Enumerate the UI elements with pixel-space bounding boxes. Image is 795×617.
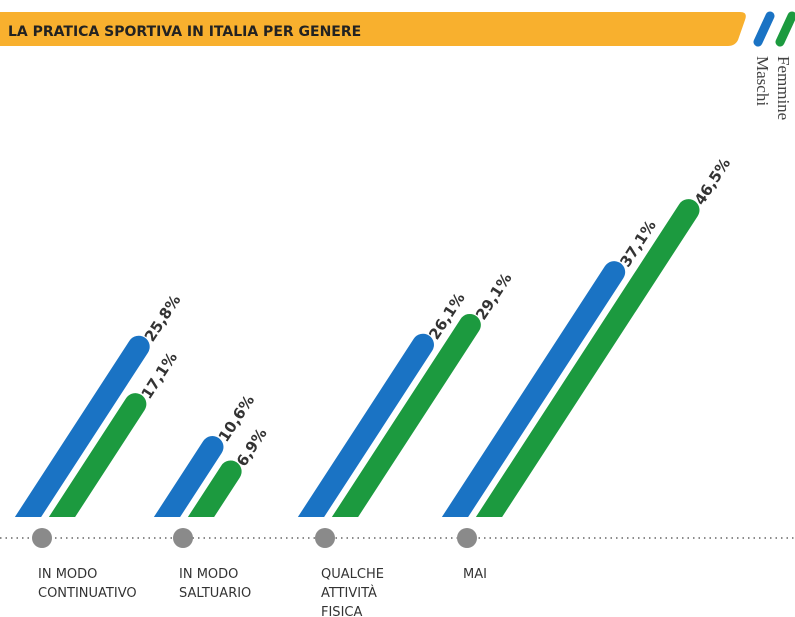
x-tick-label: MAI xyxy=(463,567,487,582)
bar xyxy=(331,313,481,517)
x-tick-label: ATTIVITÀ xyxy=(321,585,377,601)
x-tick-label: IN MODO xyxy=(38,567,97,582)
bars xyxy=(14,199,700,517)
category-dot xyxy=(315,528,335,548)
x-tick-label: IN MODO xyxy=(179,567,238,582)
category-dot xyxy=(32,528,52,548)
bar xyxy=(48,393,147,517)
chart-title: LA PRATICA SPORTIVA IN ITALIA PER GENERE xyxy=(8,24,361,40)
legend-swatch xyxy=(775,11,795,47)
title-band xyxy=(0,12,746,46)
legend-swatch xyxy=(753,11,775,47)
value-label: 46,5% xyxy=(691,155,734,208)
value-label: 29,1% xyxy=(472,270,515,323)
value-label: 25,8% xyxy=(141,291,184,344)
bar xyxy=(153,436,224,517)
bar xyxy=(14,335,150,517)
bar xyxy=(187,460,242,517)
category-dot xyxy=(457,528,477,548)
bar xyxy=(297,333,434,517)
bar xyxy=(441,261,626,517)
x-tick-label: CONTINUATIVO xyxy=(38,586,137,601)
x-tick-label: SALTUARIO xyxy=(179,586,251,601)
legend-label: Maschi xyxy=(753,56,772,106)
bar xyxy=(475,199,700,517)
x-tick-label: QUALCHE xyxy=(321,567,384,582)
x-tick-label: FISICA xyxy=(321,605,362,617)
legend-label: Femmine xyxy=(774,56,793,120)
category-dot xyxy=(173,528,193,548)
